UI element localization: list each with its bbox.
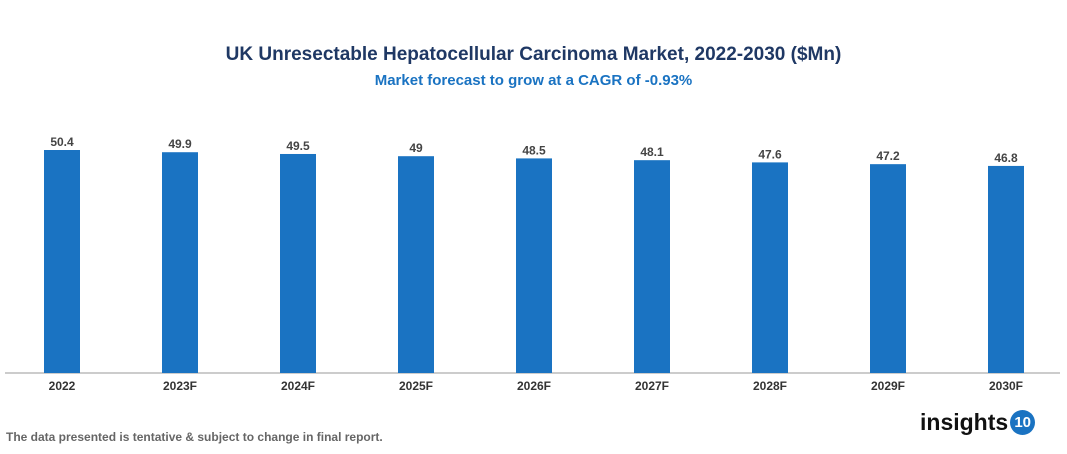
data-label: 46.8 (994, 151, 1018, 165)
logo-text: insights (920, 409, 1009, 435)
x-tick-label: 2025F (399, 379, 433, 393)
bar-2027F (634, 160, 670, 373)
data-label: 50.4 (50, 135, 74, 149)
x-tick-label: 2029F (871, 379, 905, 393)
bar-2026F (516, 158, 552, 373)
bar-2023F (162, 152, 198, 373)
bar-2025F (398, 156, 434, 373)
x-tick-label: 2022 (49, 379, 76, 393)
data-label: 48.1 (640, 145, 664, 159)
footnote: The data presented is tentative & subjec… (6, 430, 383, 444)
bar-2029F (870, 164, 906, 373)
bar-2022 (44, 150, 80, 373)
data-label: 49.5 (286, 139, 310, 153)
chart-title: UK Unresectable Hepatocellular Carcinoma… (225, 44, 842, 65)
data-label: 48.5 (522, 143, 546, 157)
data-label: 49 (409, 141, 423, 155)
x-tick-label: 2026F (517, 379, 551, 393)
insights10-logo: insights 10 (920, 409, 1036, 436)
x-tick-label: 2024F (281, 379, 315, 393)
data-label: 47.2 (876, 149, 900, 163)
bar-chart: 50.4 2022 49.9 2023F 49.5 2024F 49 2025F 48.5 202… (5, 135, 1060, 393)
x-tick-label: 2028F (753, 379, 787, 393)
bar-2024F (280, 153, 316, 373)
x-tick-label: 2030F (989, 379, 1023, 393)
chart-subtitle: Market forecast to grow at a CAGR of -0.… (374, 72, 693, 89)
logo-badge: 10 (1010, 410, 1036, 435)
data-label: 49.9 (168, 137, 192, 151)
x-tick-label: 2023F (163, 379, 197, 393)
data-label: 47.6 (758, 147, 782, 161)
bar-2030F (988, 165, 1024, 373)
bar-2028F (752, 162, 788, 373)
x-tick-label: 2027F (635, 379, 669, 393)
